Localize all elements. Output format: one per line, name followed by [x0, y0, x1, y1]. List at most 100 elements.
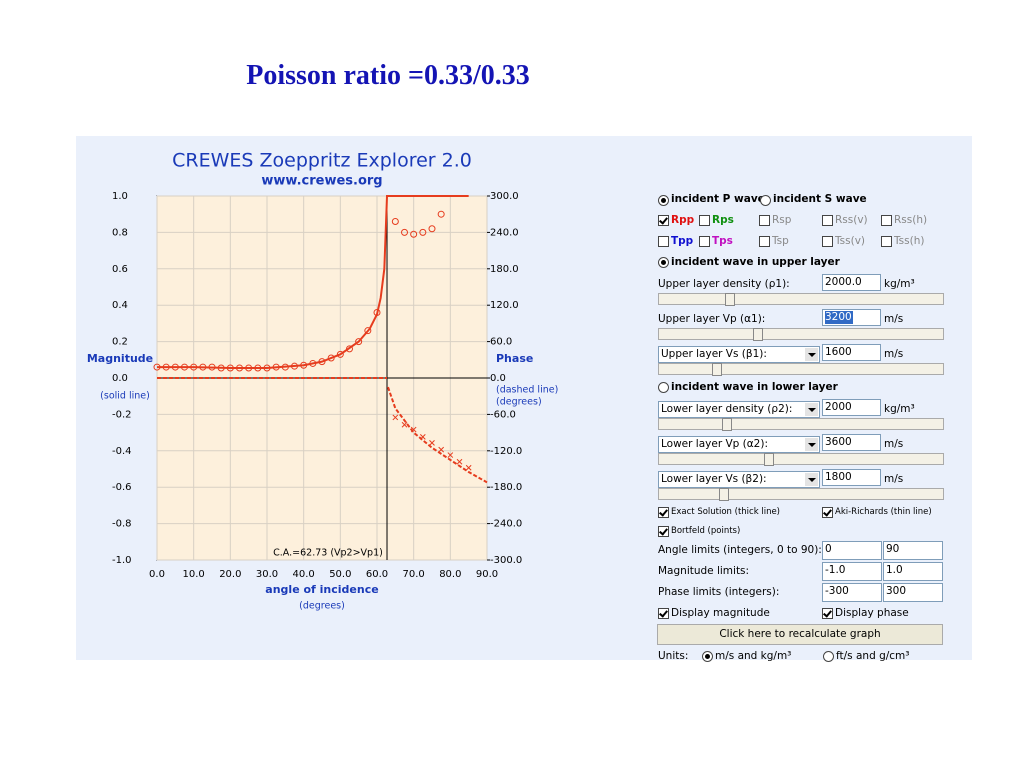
- radio-label: incident S wave: [773, 193, 867, 205]
- y2-tick-label: -180.0: [490, 482, 522, 493]
- y2-tick-label: 180.0: [490, 264, 519, 275]
- dropdown-arrow[interactable]: [805, 473, 818, 486]
- recalculate-button[interactable]: Click here to recalculate graph: [657, 624, 943, 645]
- field-label: Angle limits (integers, 0 to 90):: [658, 544, 822, 556]
- bortfeld-point: [309, 359, 317, 367]
- text-input[interactable]: 2000.0: [822, 274, 881, 291]
- radio[interactable]: [702, 651, 713, 662]
- y-tick-label: 0.8: [112, 227, 128, 238]
- y-tick-label: -0.6: [112, 482, 132, 493]
- checkbox[interactable]: [658, 236, 669, 247]
- checkbox[interactable]: [881, 236, 892, 247]
- radio[interactable]: [760, 195, 771, 206]
- bortfeld-point: [373, 308, 381, 316]
- radio[interactable]: [658, 382, 669, 393]
- y2-tick-label: 0.0: [490, 373, 506, 384]
- text-input[interactable]: 1600: [822, 344, 881, 361]
- checkbox[interactable]: [658, 215, 669, 226]
- text-input[interactable]: -1.0: [822, 562, 882, 581]
- slider[interactable]: [658, 328, 944, 341]
- x-tick-label: 70.0: [403, 569, 425, 580]
- checkbox[interactable]: [658, 526, 669, 537]
- checkbox[interactable]: [759, 215, 770, 226]
- checkbox[interactable]: [699, 236, 710, 247]
- mark: [661, 260, 666, 265]
- slider-thumb[interactable]: [722, 418, 732, 431]
- checkbox[interactable]: [822, 608, 833, 619]
- phase-line: [387, 386, 488, 484]
- bortfeld-point: [208, 363, 216, 371]
- text-input[interactable]: 90: [883, 541, 943, 560]
- bortfeld-point: [272, 363, 280, 371]
- bortfeld-point: [364, 327, 372, 335]
- checkbox[interactable]: [822, 236, 833, 247]
- applet-url: www.crewes.org: [261, 174, 382, 189]
- bortfeld-point: [181, 363, 188, 371]
- field-label: Units:: [658, 650, 689, 662]
- slider[interactable]: [658, 363, 944, 376]
- text-input[interactable]: 3600: [822, 434, 881, 451]
- y2-tick-label: -60.0: [490, 409, 516, 420]
- bortfeld-point: [438, 446, 445, 453]
- checkbox-label: Rsp: [772, 214, 792, 226]
- bortfeld-point: [245, 364, 253, 372]
- unit-label: kg/m³: [884, 403, 915, 415]
- text-input[interactable]: -300: [822, 583, 882, 602]
- checkbox[interactable]: [658, 507, 669, 518]
- slider[interactable]: [658, 293, 944, 306]
- bortfeld-point: [391, 217, 399, 225]
- radio[interactable]: [823, 651, 834, 662]
- checkbox[interactable]: [658, 608, 669, 619]
- y2-tick-label: 60.0: [490, 337, 512, 348]
- dropdown[interactable]: Upper layer Vs (β1):: [658, 346, 820, 363]
- slider-thumb[interactable]: [764, 453, 774, 466]
- bortfeld-point: [456, 458, 463, 465]
- text-input[interactable]: 3200: [822, 309, 881, 326]
- dropdown-arrow[interactable]: [805, 348, 818, 361]
- slider-thumb[interactable]: [712, 363, 722, 376]
- checkbox[interactable]: [822, 215, 833, 226]
- field-label: Phase limits (integers):: [658, 586, 780, 598]
- text-input[interactable]: 2000: [822, 399, 881, 416]
- text-input[interactable]: 300: [883, 583, 943, 602]
- y2-tick-label: -240.0: [490, 519, 522, 530]
- dropdown-arrow[interactable]: [805, 438, 818, 451]
- mark: [823, 507, 832, 517]
- y-tick-label: -0.8: [112, 519, 132, 530]
- y-axis-title: Magnitude: [87, 352, 153, 365]
- checkbox[interactable]: [759, 236, 770, 247]
- slider-thumb[interactable]: [753, 328, 763, 341]
- x-tick-label: 60.0: [366, 569, 388, 580]
- checkbox[interactable]: [822, 507, 833, 518]
- checkbox[interactable]: [699, 215, 710, 226]
- text-input[interactable]: 0: [822, 541, 882, 560]
- unit-label: m/s: [884, 473, 904, 485]
- text-input[interactable]: 1800: [822, 469, 881, 486]
- dropdown[interactable]: Lower layer Vp (α2):: [658, 436, 820, 453]
- slider-thumb[interactable]: [725, 293, 735, 306]
- x-tick-label: 40.0: [293, 569, 315, 580]
- checkbox[interactable]: [881, 215, 892, 226]
- slider[interactable]: [658, 488, 944, 501]
- y2-tick-label: -120.0: [490, 446, 522, 457]
- x-tick-label: 80.0: [439, 569, 461, 580]
- slider[interactable]: [658, 418, 944, 431]
- radio[interactable]: [658, 195, 669, 206]
- y-axis-subtitle: (solid line): [100, 391, 150, 402]
- checkbox-label: Rpp: [671, 214, 695, 226]
- dropdown[interactable]: Lower layer density (ρ2):: [658, 401, 820, 418]
- text-input[interactable]: 1.0: [883, 562, 943, 581]
- radio[interactable]: [658, 257, 669, 268]
- bortfeld-point: [346, 345, 353, 353]
- y-tick-label: -0.4: [112, 446, 132, 457]
- checkbox-label: Tpp: [671, 235, 694, 247]
- dropdown[interactable]: Lower layer Vs (β2):: [658, 471, 820, 488]
- x-tick-label: 30.0: [256, 569, 278, 580]
- radio-label: incident wave in upper layer: [671, 256, 840, 268]
- slider-thumb[interactable]: [719, 488, 729, 501]
- bortfeld-point: [171, 363, 179, 371]
- slider[interactable]: [658, 453, 944, 466]
- x-tick-label: 0.0: [149, 569, 165, 580]
- dropdown-arrow[interactable]: [805, 403, 818, 416]
